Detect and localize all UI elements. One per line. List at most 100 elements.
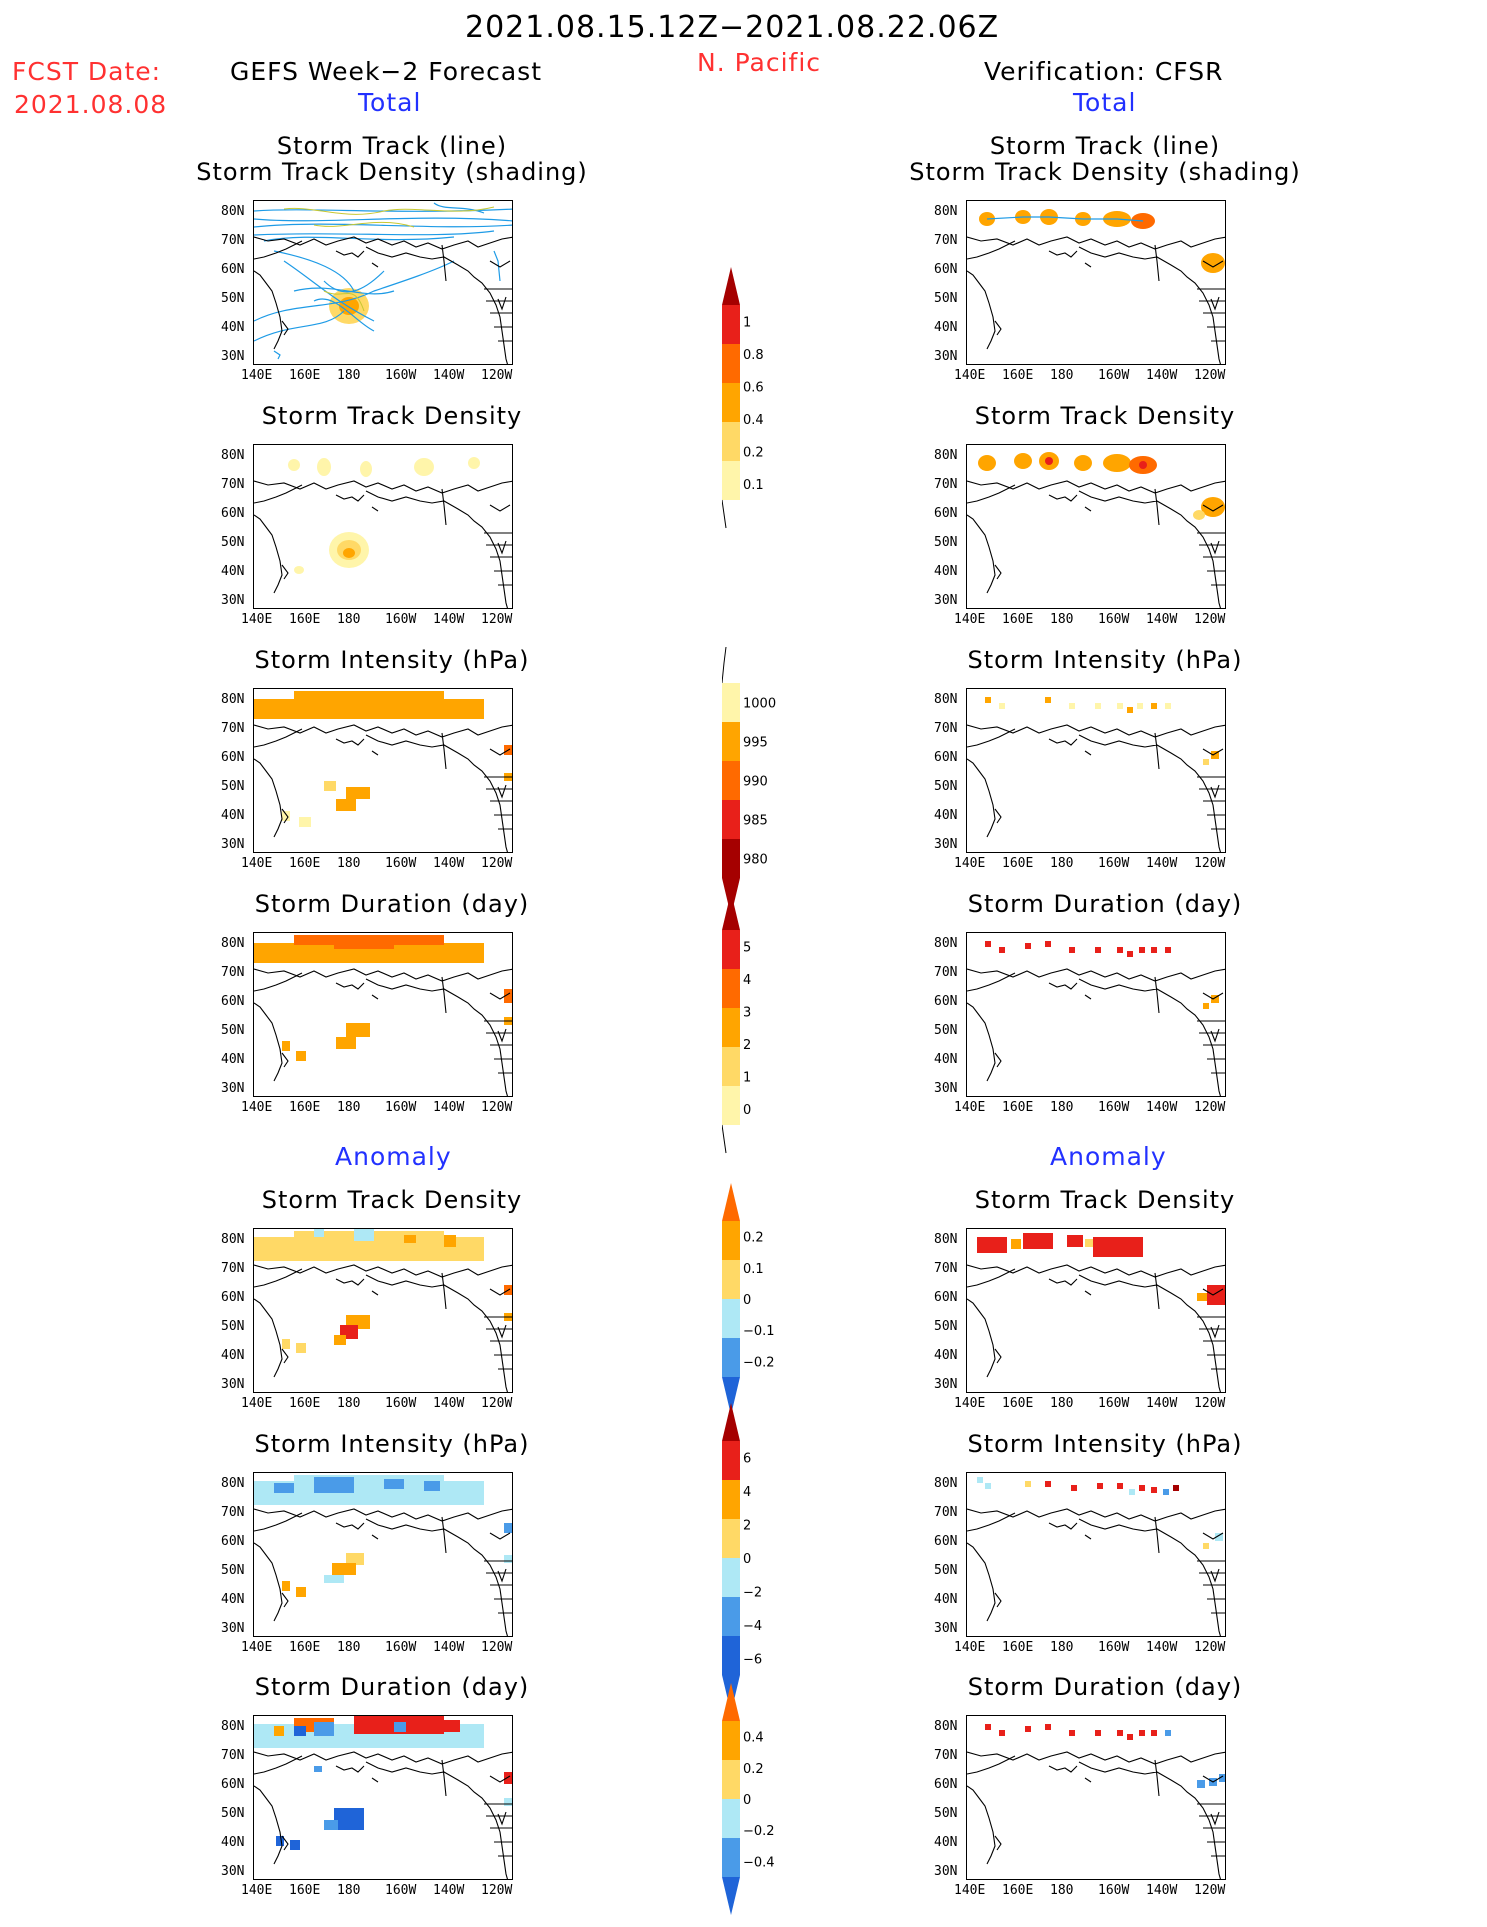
lon-label: 140E bbox=[954, 1883, 986, 1898]
lon-label: 160E bbox=[289, 1640, 321, 1655]
lat-label: 60N bbox=[934, 1290, 958, 1305]
lon-label: 160E bbox=[289, 612, 321, 627]
svg-text:0: 0 bbox=[743, 1103, 751, 1118]
lon-label: 180 bbox=[337, 1640, 361, 1655]
svg-text:0: 0 bbox=[743, 1552, 751, 1567]
lon-label: 180 bbox=[1050, 1100, 1074, 1115]
lon-label: 160E bbox=[1002, 368, 1034, 383]
lon-label: 160E bbox=[1002, 1883, 1034, 1898]
lon-label: 180 bbox=[337, 856, 361, 871]
lat-label: 60N bbox=[221, 1534, 245, 1549]
lon-label: 120W bbox=[481, 368, 513, 383]
lon-label: 140W bbox=[1146, 1640, 1178, 1655]
colorbar-intensity-total: 1000 995 990 985 980 bbox=[722, 646, 776, 916]
lat-label: 30N bbox=[221, 837, 245, 852]
svg-text:0.1: 0.1 bbox=[743, 1262, 764, 1277]
lat-label: 70N bbox=[934, 1261, 958, 1276]
lat-label: 60N bbox=[221, 1290, 245, 1305]
lon-label: 120W bbox=[1194, 1100, 1226, 1115]
lon-label: 160E bbox=[1002, 1100, 1034, 1115]
date-range-title: 2021.08.15.12Z−2021.08.22.06Z bbox=[465, 10, 1000, 45]
lon-label: 120W bbox=[1194, 368, 1226, 383]
lat-label: 80N bbox=[934, 1719, 958, 1734]
lon-label: 140W bbox=[1146, 1100, 1178, 1115]
lat-label: 60N bbox=[934, 506, 958, 521]
lat-label: 30N bbox=[934, 1377, 958, 1392]
map-plot bbox=[967, 697, 1225, 852]
svg-text:−2: −2 bbox=[743, 1585, 762, 1600]
anomaly-left-label: Anomaly bbox=[335, 1142, 452, 1171]
lat-label: 80N bbox=[934, 936, 958, 951]
svg-text:995: 995 bbox=[743, 736, 768, 751]
lon-label: 140E bbox=[241, 1100, 273, 1115]
colorbar-density-anomaly: 0.2 0.1 0 −0.1 −0.2 bbox=[722, 1183, 775, 1415]
lon-label: 120W bbox=[481, 1883, 513, 1898]
svg-text:−0.2: −0.2 bbox=[743, 1355, 775, 1370]
lon-label: 180 bbox=[337, 1396, 361, 1411]
lon-label: 140E bbox=[954, 856, 986, 871]
left-map-panel-6 bbox=[253, 1715, 513, 1880]
svg-text:5: 5 bbox=[743, 940, 751, 955]
svg-text:−6: −6 bbox=[743, 1652, 762, 1667]
lat-label: 30N bbox=[221, 1621, 245, 1636]
lat-label: 30N bbox=[221, 1864, 245, 1879]
lon-label: 120W bbox=[1194, 612, 1226, 627]
lat-label: 60N bbox=[221, 994, 245, 1009]
lon-label: 180 bbox=[1050, 856, 1074, 871]
lat-label: 40N bbox=[221, 1835, 245, 1850]
lat-label: 30N bbox=[934, 837, 958, 852]
map-plot bbox=[967, 1233, 1225, 1392]
lat-label: 30N bbox=[221, 1081, 245, 1096]
lat-label: 70N bbox=[934, 477, 958, 492]
lon-label: 140W bbox=[433, 1100, 465, 1115]
lat-label: 70N bbox=[934, 1748, 958, 1763]
svg-text:0.2: 0.2 bbox=[743, 1762, 764, 1777]
lon-label: 160W bbox=[1098, 1396, 1130, 1411]
lon-label: 140W bbox=[1146, 856, 1178, 871]
left-intensity-title: Storm Intensity (hPa) bbox=[254, 646, 530, 674]
coastline bbox=[967, 968, 1225, 1096]
lat-label: 40N bbox=[934, 1835, 958, 1850]
coastline bbox=[967, 1508, 1225, 1636]
lon-label: 180 bbox=[1050, 368, 1074, 383]
lon-label: 160E bbox=[289, 1100, 321, 1115]
right-intensity-title: Storm Intensity (hPa) bbox=[967, 646, 1243, 674]
right-map-panel-2 bbox=[966, 688, 1226, 853]
lat-label: 30N bbox=[221, 349, 245, 364]
svg-text:0: 0 bbox=[743, 1793, 751, 1808]
lat-label: 60N bbox=[934, 1777, 958, 1792]
lon-label: 140E bbox=[954, 1100, 986, 1115]
coastline bbox=[254, 1264, 512, 1392]
right-map-panel-5 bbox=[966, 1472, 1226, 1637]
lat-label: 60N bbox=[934, 994, 958, 1009]
lon-label: 180 bbox=[1050, 1883, 1074, 1898]
svg-text:990: 990 bbox=[743, 775, 768, 790]
lat-label: 50N bbox=[221, 1806, 245, 1821]
left-model-title: GEFS Week−2 Forecast bbox=[230, 57, 543, 86]
lat-label: 50N bbox=[934, 1023, 958, 1038]
coastline bbox=[967, 236, 1225, 364]
lon-label: 160W bbox=[385, 1100, 417, 1115]
lat-label: 40N bbox=[221, 808, 245, 823]
lat-label: 70N bbox=[221, 477, 245, 492]
lat-label: 70N bbox=[934, 721, 958, 736]
lat-label: 40N bbox=[221, 1348, 245, 1363]
right-map-panel-0 bbox=[966, 200, 1226, 365]
left-map-panel-1 bbox=[253, 444, 513, 609]
lon-label: 160W bbox=[1098, 856, 1130, 871]
map-plot bbox=[967, 941, 1225, 1096]
colorbar-intensity-anomaly: 6 4 2 0 −2 −4 −6 bbox=[722, 1403, 762, 1713]
map-plot bbox=[254, 1229, 512, 1392]
lat-label: 80N bbox=[221, 1719, 245, 1734]
right-track-title1: Storm Track (line) bbox=[989, 132, 1221, 160]
lat-label: 40N bbox=[934, 1052, 958, 1067]
lon-label: 120W bbox=[1194, 1883, 1226, 1898]
colorbar-duration-anomaly: 0.4 0.2 0 −0.2 −0.4 bbox=[722, 1683, 775, 1915]
lon-label: 160W bbox=[385, 612, 417, 627]
lat-label: 80N bbox=[221, 204, 245, 219]
lon-label: 120W bbox=[1194, 1396, 1226, 1411]
lon-label: 140W bbox=[433, 1883, 465, 1898]
lat-label: 30N bbox=[934, 1864, 958, 1879]
lat-label: 70N bbox=[221, 1748, 245, 1763]
lat-label: 60N bbox=[221, 262, 245, 277]
